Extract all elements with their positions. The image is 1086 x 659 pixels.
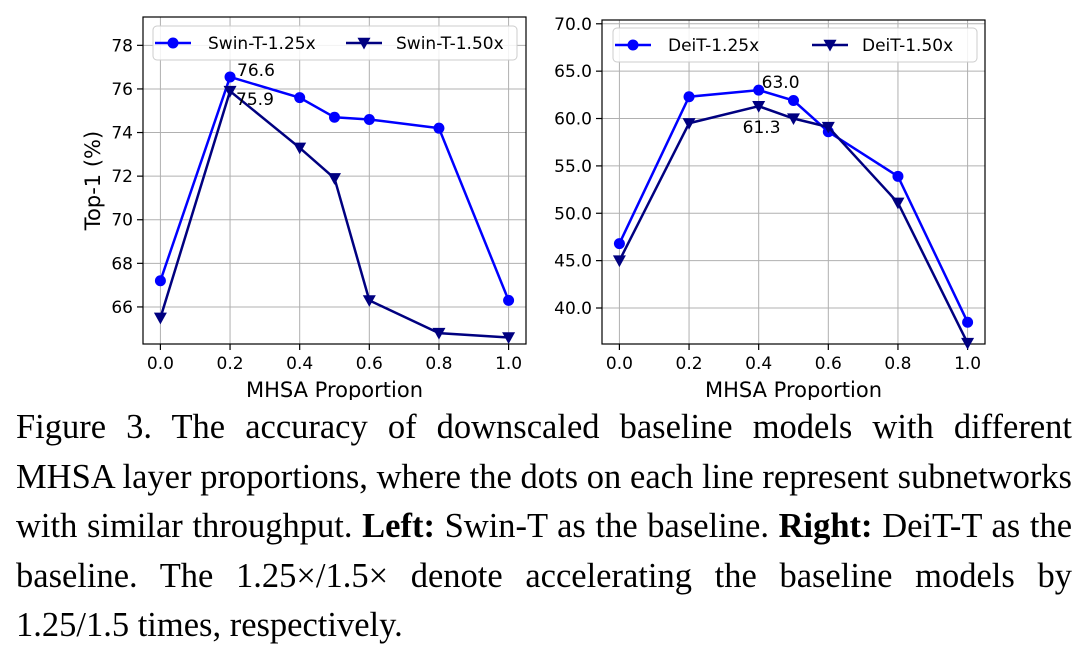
left-legend-label-1: Swin-T-1.25x: [208, 34, 316, 54]
right-series-1-point: [613, 238, 625, 250]
left-y-tick-label: 74: [111, 124, 133, 144]
left-series-2-point: [328, 173, 341, 185]
left-series-1-point: [363, 113, 375, 125]
left-series-1-point: [433, 122, 445, 134]
right-legend-box: [612, 27, 978, 63]
caption-right-text: DeiT-T as the baseline. The 1.25×/1.5× d…: [16, 507, 1073, 644]
right-y-tick-label: 50.0: [554, 204, 592, 224]
left-legend-label-2: Swin-T-1.50x: [396, 34, 504, 54]
right-series-1-point: [962, 316, 974, 328]
right-series-2-point: [891, 197, 905, 210]
left-series-2-point: [223, 85, 237, 98]
left-series-2-point: [362, 295, 376, 307]
left-series-1-point: [154, 275, 166, 287]
caption-right-label: Right:: [778, 507, 873, 545]
left-series-2-point: [293, 142, 307, 155]
left-series-1-point: [329, 111, 340, 123]
right-legend-marker-1: [627, 39, 639, 51]
caption-left-text: Swin-T as the baseline.: [444, 507, 769, 545]
right-x-tick-label: 0.4: [745, 354, 772, 374]
right-x-tick-label: 0.0: [606, 354, 633, 374]
right-series-2-point: [682, 118, 696, 130]
left-series-1-point: [294, 92, 306, 104]
figure-charts: 0.0 0.2 0.4 0.6 0.8 1.0 66 68 70 72 74 76 78 MHSA Pro…: [81, 15, 986, 400]
left-y-tick-label: 72: [111, 167, 133, 187]
left-x-tick-label: 0.0: [147, 354, 174, 374]
left-x-tick-label: 0.6: [356, 354, 383, 374]
left-x-axis-label: MHSA Proportion: [246, 378, 423, 400]
right-legend-label-2: DeiT-1.50x: [862, 36, 953, 56]
right-series-2-point: [787, 113, 800, 126]
left-data-label-2: 75.9: [236, 90, 274, 110]
left-x-tick-label: 1.0: [495, 354, 522, 374]
right-data-label-2: 61.3: [743, 118, 781, 138]
right-legend-label-1: DeiT-1.25x: [668, 36, 759, 56]
right-series-2-point: [752, 101, 766, 113]
left-legend-marker-2: [357, 37, 371, 50]
left-series-1-line: [159, 75, 510, 301]
figure: 0.0 0.2 0.4 0.6 0.8 1.0 66 68 70 72 74 76 78 MHSA Pro…: [81, 15, 986, 400]
right-axes-frame: [601, 19, 986, 345]
left-series-1-point: [224, 71, 236, 83]
right-x-tick-label: 1.0: [954, 354, 981, 374]
right-y-tick-label: 65.0: [554, 62, 592, 82]
right-y-tick-label: 60.0: [554, 110, 592, 130]
right-legend-marker-2: [823, 39, 837, 52]
caption-label: Figure 3.: [16, 408, 153, 446]
left-y-tick-label: 70: [111, 211, 133, 231]
right-y-tick-label: 45.0: [554, 252, 592, 272]
left-data-label-1: 76.6: [237, 61, 275, 81]
left-axes-frame: [142, 16, 527, 345]
left-series-2-point: [432, 327, 446, 340]
right-x-tick-label: 0.2: [676, 354, 703, 374]
figure-caption: Figure 3. The accuracy of downscaled bas…: [16, 403, 1072, 651]
right-x-tick-label: 0.8: [884, 354, 911, 374]
caption-text: The accuracy of downscaled baseline mode…: [16, 408, 1072, 545]
right-x-axis-label: MHSA Proportion: [705, 378, 882, 400]
caption-left-label: Left:: [362, 507, 435, 545]
left-series-1-point: [503, 294, 515, 306]
right-data-label-1: 63.0: [762, 73, 800, 93]
left-y-tick-label: 76: [111, 80, 133, 100]
left-y-axis-label: Top-1 (%): [81, 131, 105, 231]
right-series-2-point: [961, 337, 975, 350]
left-legend-box: [152, 25, 518, 61]
right-y-tick-label: 40.0: [554, 299, 592, 319]
right-series-1-point: [788, 95, 799, 107]
left-legend-marker-1: [167, 37, 179, 49]
right-series-2-point: [612, 255, 626, 268]
left-x-tick-label: 0.4: [286, 354, 313, 374]
right-series-1-point: [683, 91, 695, 103]
right-y-tick-label: 70.0: [554, 15, 592, 35]
right-series-1-point: [892, 170, 904, 182]
right-x-tick-label: 0.6: [815, 354, 842, 374]
left-y-tick-label: 78: [111, 36, 133, 56]
left-series-2-point: [502, 332, 516, 344]
left-x-tick-label: 0.8: [425, 354, 452, 374]
left-y-tick-label: 66: [111, 298, 133, 318]
left-y-tick-label: 68: [111, 254, 133, 274]
right-y-tick-label: 55.0: [554, 157, 592, 177]
left-x-tick-label: 0.2: [217, 354, 244, 374]
left-series-2-point: [153, 312, 167, 325]
right-series-1-point: [753, 84, 765, 96]
right-series-2-point: [821, 121, 835, 134]
